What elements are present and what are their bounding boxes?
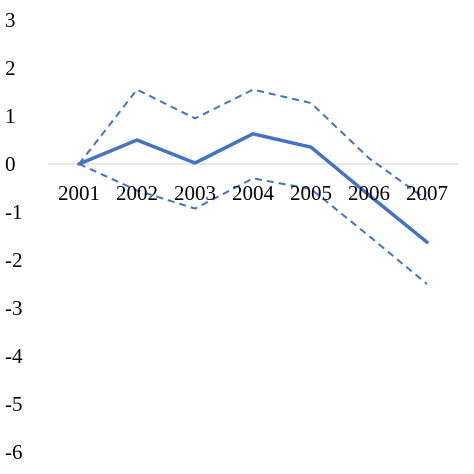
series-layer <box>77 88 429 285</box>
y-tick-label: 1 <box>5 104 16 128</box>
y-tick-label: -2 <box>5 248 23 272</box>
x-tick-label: 2003 <box>174 181 216 205</box>
x-axis-ticks: 2001 2002 2003 2004 2005 2006 2007 <box>58 181 448 205</box>
y-tick-label: -3 <box>5 296 23 320</box>
lower-bound-series-line <box>78 163 428 285</box>
upper-bound-series-line <box>78 88 428 201</box>
x-tick-label: 2006 <box>348 181 390 205</box>
x-tick-label: 2005 <box>290 181 332 205</box>
x-tick-label: 2001 <box>58 181 100 205</box>
estimate-series-line <box>77 132 429 244</box>
y-tick-label: -4 <box>5 344 23 368</box>
y-tick-label: 3 <box>5 8 16 32</box>
x-tick-label: 2004 <box>232 181 275 205</box>
y-axis-ticks: 3 2 1 0 -1 -2 -3 -4 -5 -6 <box>5 8 23 464</box>
x-tick-label: 2002 <box>116 181 158 205</box>
y-tick-label: 0 <box>5 152 16 176</box>
y-tick-label: -1 <box>5 200 23 224</box>
y-tick-label: -5 <box>5 392 23 416</box>
y-tick-label: -6 <box>5 440 23 464</box>
y-tick-label: 2 <box>5 56 16 80</box>
x-tick-label: 2007 <box>406 181 448 205</box>
